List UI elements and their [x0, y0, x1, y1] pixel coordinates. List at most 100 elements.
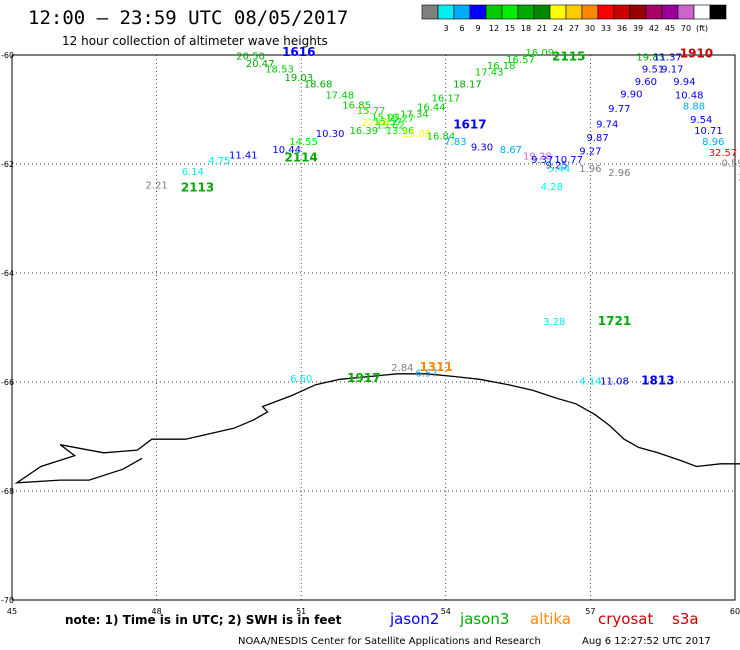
wave-height-value: 10.44	[272, 145, 301, 156]
track-time: 1910	[680, 47, 713, 61]
colorbar-label: 15	[505, 24, 515, 33]
track-time: 2114	[284, 150, 317, 164]
wave-height-value: 10.48	[675, 91, 704, 102]
colorbar-label: 24	[553, 24, 563, 33]
wave-height-value: 9.25	[546, 160, 568, 171]
colorbar-label: 21	[537, 24, 547, 33]
wave-height-value: 22.56	[362, 118, 391, 129]
wave-height-value: 20.47	[246, 59, 275, 70]
colorbar-swatch	[533, 4, 551, 20]
lat-tick-label: -70	[1, 596, 14, 605]
wave-height-value: 19.03	[284, 73, 313, 84]
wave-height-value: 4.75	[208, 156, 230, 167]
lon-tick-label: 54	[441, 607, 451, 616]
lat-tick-label: -62	[1, 160, 14, 169]
colorbar-label: 39	[633, 24, 643, 33]
wave-height-value: 3.28	[543, 317, 565, 328]
colorbar-unit: (ft)	[696, 24, 708, 33]
wave-height-value: 10.30	[316, 129, 345, 140]
satellite-altika: altika	[530, 610, 571, 628]
wave-height-value: 9.87	[586, 133, 608, 144]
wave-height-value: 16.85	[342, 100, 371, 111]
colorbar-swatch	[453, 4, 471, 20]
track-time: 2115	[552, 49, 585, 63]
colorbar-label: 45	[665, 24, 675, 33]
wave-height-value: 16.09	[525, 48, 554, 59]
colorbar-swatch	[549, 4, 567, 20]
page-subtitle: 12 hour collection of altimeter wave hei…	[62, 34, 328, 48]
wave-height-value: 16.57	[506, 55, 535, 66]
wave-height-value: 9.17	[661, 64, 683, 75]
wave-height-value: 9.74	[596, 119, 618, 130]
wave-height-value: 15.57	[374, 117, 403, 128]
wave-height-value: 18.53	[265, 64, 294, 75]
colorbar-swatch	[565, 4, 583, 20]
colorbar-label: 36	[617, 24, 627, 33]
credit-center: NOAA/NESDIS Center for Satellite Applica…	[238, 636, 541, 647]
wave-height-value: 8.67	[500, 145, 522, 156]
wave-height-value: 16.44	[417, 103, 446, 114]
track-time-labels: 1616 2115 1910 1617 2114 2113 1721 1917 1311 1813	[181, 45, 713, 388]
lon-tick-label: 57	[585, 607, 595, 616]
satellite-legend: jason2 jason3 altika cryosat s3a	[389, 610, 699, 628]
colorbar-swatch	[613, 4, 631, 20]
wave-height-value: 6.57	[415, 369, 437, 380]
colorbar-swatch	[693, 4, 711, 20]
colorbar-swatch	[517, 4, 535, 20]
wave-height-value: 2.21	[145, 181, 167, 192]
wave-height-value: 8.88	[683, 102, 705, 113]
wave-height-value: 16.84	[427, 131, 456, 142]
wave-height-value: 9.51	[642, 64, 664, 75]
wave-height-value: 16.39	[350, 126, 379, 137]
wave-height-value: 7.83	[444, 137, 466, 148]
wave-height-value: 4.28	[541, 182, 563, 193]
credit-timestamp: Aug 6 12:27:52 UTC 2017	[582, 636, 711, 647]
track-time: 1721	[598, 314, 631, 328]
colorbar-label: 9	[475, 24, 480, 33]
colorbar-label: 6	[459, 24, 464, 33]
wave-height-value: 10.77	[554, 155, 583, 166]
wave-height-value: 18.17	[453, 80, 482, 91]
wave-height-value: 9.77	[608, 104, 630, 115]
lat-tick-label: -64	[1, 269, 14, 278]
wave-height-value: 19.83	[636, 52, 665, 63]
colorbar-swatch	[597, 4, 615, 20]
track-time: 1311	[419, 360, 452, 374]
lat-tick-label: -60	[1, 51, 14, 60]
satellite-jason2: jason2	[389, 610, 439, 628]
lon-tick-label: 45	[7, 607, 17, 616]
colorbar-label: 30	[585, 24, 595, 33]
wave-height-value: 15.27	[386, 113, 415, 124]
track-time: 2113	[181, 180, 214, 194]
wave-height-value: 8.96	[702, 137, 724, 148]
wave-height-value: 2.84	[391, 363, 413, 374]
wave-height-value: 16.17	[431, 93, 460, 104]
lat-tick-label: -66	[1, 378, 14, 387]
wave-height-value: 9.90	[620, 90, 642, 101]
wave-height-value: 6.60	[290, 374, 312, 385]
colorbar-label: 12	[489, 24, 499, 33]
colorbar-swatch	[661, 4, 679, 20]
wave-height-value: 0.59	[721, 159, 740, 170]
colorbar-label: 42	[649, 24, 659, 33]
wave-height-value: 18.68	[304, 80, 333, 91]
colorbar-swatch	[677, 4, 695, 20]
wave-height-value: 10.71	[694, 126, 723, 137]
colorbar-swatch	[485, 4, 503, 20]
wave-height-value: 9.94	[673, 77, 695, 88]
satellite-s3a: s3a	[672, 610, 699, 628]
wave-height-value: 17.34	[400, 110, 429, 121]
colorbar-legend: 3 6 9 12 15 18 21 24 27 30 33 36 39 42 45 70 (ft)	[421, 4, 727, 33]
axis-tick-labels: 45 48 51 54 57 60 -60 -62 -64 -66 -68 -70	[1, 51, 740, 616]
colorbar-swatch	[501, 4, 519, 20]
satellite-jason3: jason3	[459, 610, 509, 628]
wave-height-value: 15.03	[371, 112, 400, 123]
wave-height-value: 2.96	[608, 168, 630, 179]
wave-height-value: 2.73	[738, 172, 740, 183]
wave-height-value: 11.41	[229, 151, 258, 162]
page-title: 12:00 – 23:59 UTC 08/05/2017	[28, 7, 348, 29]
wave-height-value: 13.96	[386, 126, 415, 137]
colorbar-swatch	[469, 4, 487, 20]
colorbar-swatch	[421, 4, 439, 20]
